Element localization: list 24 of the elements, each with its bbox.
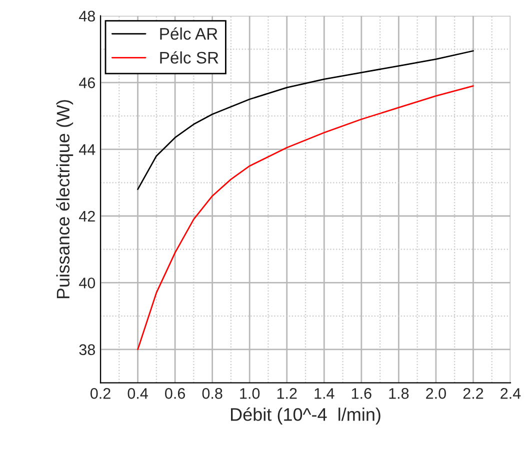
x-tick-label: 1.0 bbox=[240, 388, 260, 399]
x-tick-label: 0.4 bbox=[128, 388, 148, 399]
x-tick-label: 0.6 bbox=[165, 388, 185, 399]
legend-label: Pélc AR bbox=[160, 27, 218, 40]
x-tick-label: 0.2 bbox=[90, 388, 110, 399]
x-tick-label: 2.2 bbox=[463, 388, 484, 399]
y-tick-label: 42 bbox=[79, 210, 95, 222]
x-tick-label: 1.4 bbox=[314, 388, 334, 399]
x-tick-label: 1.2 bbox=[277, 388, 297, 399]
y-tick-label: 40 bbox=[79, 278, 96, 288]
line-series bbox=[137, 85, 474, 350]
x-tick-label: 1.6 bbox=[352, 388, 372, 399]
x-tick-label: 2.0 bbox=[426, 388, 446, 399]
y-tick-label: 46 bbox=[79, 77, 95, 88]
line-series bbox=[137, 50, 474, 190]
y-tick-label: 38 bbox=[79, 344, 95, 356]
y-tick-label: 48 bbox=[79, 10, 95, 22]
x-tick-label: 2.4 bbox=[500, 388, 521, 399]
legend-label: Pélc SR bbox=[160, 51, 218, 64]
x-axis-title: Débit (10^-4 l/min) bbox=[231, 407, 380, 424]
x-tick-label: 0.8 bbox=[202, 388, 222, 399]
x-tick-label: 1.8 bbox=[389, 388, 409, 399]
y-axis-title: Puissance électrique (W) bbox=[56, 100, 74, 298]
y-tick-label: 44 bbox=[79, 144, 96, 155]
